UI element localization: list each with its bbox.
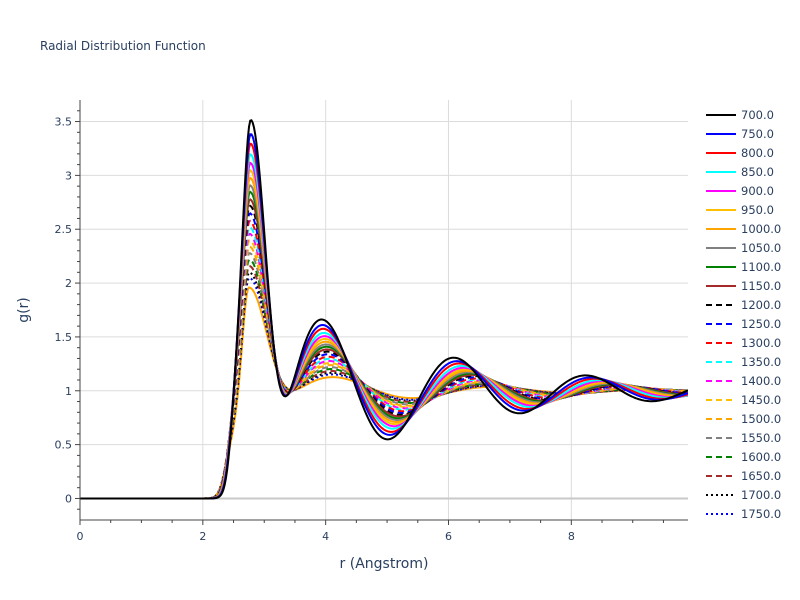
x-ticks: 0 2 4 6 8 bbox=[77, 520, 664, 543]
legend-item[interactable]: 1600.0 bbox=[706, 450, 781, 464]
series-lines bbox=[80, 119, 688, 500]
legend-item[interactable]: 850.0 bbox=[706, 165, 774, 179]
legend-label: 1350.0 bbox=[741, 355, 781, 369]
y-axis-label: g(r) bbox=[16, 297, 32, 323]
legend-label: 1300.0 bbox=[741, 336, 781, 350]
series-line bbox=[80, 184, 688, 500]
legend-item[interactable]: 1400.0 bbox=[706, 374, 781, 388]
series-line bbox=[80, 119, 688, 500]
series-line bbox=[80, 198, 688, 500]
series-line bbox=[80, 252, 688, 500]
series-line bbox=[80, 190, 688, 500]
series-line bbox=[80, 212, 688, 500]
legend-label: 1150.0 bbox=[741, 279, 781, 293]
y-tick-label: 0.5 bbox=[55, 439, 73, 452]
legend-item[interactable]: 1700.0 bbox=[706, 488, 781, 502]
legend-item[interactable]: 1750.0 bbox=[706, 507, 781, 521]
legend-label: 1700.0 bbox=[741, 488, 781, 502]
x-tick-label: 0 bbox=[77, 530, 84, 543]
x-axis-label: r (Angstrom) bbox=[340, 556, 429, 572]
legend-item[interactable]: 1350.0 bbox=[706, 355, 781, 369]
plot-area bbox=[80, 119, 688, 500]
legend-item[interactable]: 1650.0 bbox=[706, 469, 781, 483]
y-tick-label: 2.5 bbox=[55, 223, 73, 236]
y-tick-label: 1.5 bbox=[55, 331, 73, 344]
y-ticks: 0 0.5 1 1.5 2 2.5 3 3.5 bbox=[55, 110, 80, 510]
series-line bbox=[80, 232, 688, 500]
x-tick-label: 2 bbox=[199, 530, 206, 543]
series-line bbox=[80, 245, 688, 500]
legend-label: 1600.0 bbox=[741, 450, 781, 464]
x-tick-label: 6 bbox=[445, 530, 452, 543]
chart-title: Radial Distribution Function bbox=[40, 39, 206, 53]
legend-item[interactable]: 900.0 bbox=[706, 184, 774, 198]
series-line bbox=[80, 204, 688, 500]
legend-label: 1500.0 bbox=[741, 412, 781, 426]
legend-label: 1750.0 bbox=[741, 507, 781, 521]
legend-item[interactable]: 1100.0 bbox=[706, 260, 781, 274]
y-tick-label: 1 bbox=[65, 385, 72, 398]
series-line bbox=[80, 168, 688, 500]
x-tick-label: 4 bbox=[322, 530, 329, 543]
legend-label: 1400.0 bbox=[741, 374, 781, 388]
y-tick-label: 0 bbox=[65, 492, 72, 505]
series-line bbox=[80, 239, 688, 500]
legend[interactable]: 700.0 750.0 800.0 850.0 900.0 950.0 1000.0 1050… bbox=[706, 108, 781, 521]
legend-item[interactable]: 1500.0 bbox=[706, 412, 781, 426]
series-line bbox=[80, 142, 688, 500]
legend-label: 1200.0 bbox=[741, 298, 781, 312]
legend-label: 1000.0 bbox=[741, 222, 781, 236]
series-line bbox=[80, 226, 688, 500]
legend-label: 800.0 bbox=[741, 146, 774, 160]
legend-item[interactable]: 1150.0 bbox=[706, 279, 781, 293]
legend-label: 1650.0 bbox=[741, 469, 781, 483]
legend-item[interactable]: 1450.0 bbox=[706, 393, 781, 407]
series-line bbox=[80, 219, 688, 500]
legend-label: 850.0 bbox=[741, 165, 774, 179]
legend-item[interactable]: 750.0 bbox=[706, 127, 774, 141]
legend-label: 950.0 bbox=[741, 203, 774, 217]
legend-item[interactable]: 1000.0 bbox=[706, 222, 781, 236]
legend-label: 1100.0 bbox=[741, 260, 781, 274]
grid bbox=[80, 100, 688, 520]
axes bbox=[79, 100, 688, 521]
legend-item[interactable]: 1200.0 bbox=[706, 298, 781, 312]
legend-item[interactable]: 950.0 bbox=[706, 203, 774, 217]
series-line bbox=[80, 153, 688, 500]
legend-label: 1550.0 bbox=[741, 431, 781, 445]
series-line bbox=[80, 161, 688, 500]
series-line bbox=[80, 176, 688, 500]
series-line bbox=[80, 133, 688, 500]
y-tick-label: 3.5 bbox=[55, 116, 73, 129]
legend-label: 700.0 bbox=[741, 108, 774, 122]
legend-item[interactable]: 800.0 bbox=[706, 146, 774, 160]
legend-label: 1250.0 bbox=[741, 317, 781, 331]
legend-label: 750.0 bbox=[741, 127, 774, 141]
legend-item[interactable]: 700.0 bbox=[706, 108, 774, 122]
legend-item[interactable]: 1250.0 bbox=[706, 317, 781, 331]
legend-item[interactable]: 1300.0 bbox=[706, 336, 781, 350]
legend-label: 900.0 bbox=[741, 184, 774, 198]
x-tick-label: 8 bbox=[568, 530, 575, 543]
legend-label: 1050.0 bbox=[741, 241, 781, 255]
y-tick-label: 3 bbox=[65, 169, 72, 182]
legend-item[interactable]: 1550.0 bbox=[706, 431, 781, 445]
legend-label: 1450.0 bbox=[741, 393, 781, 407]
legend-item[interactable]: 1050.0 bbox=[706, 241, 781, 255]
y-tick-label: 2 bbox=[65, 277, 72, 290]
